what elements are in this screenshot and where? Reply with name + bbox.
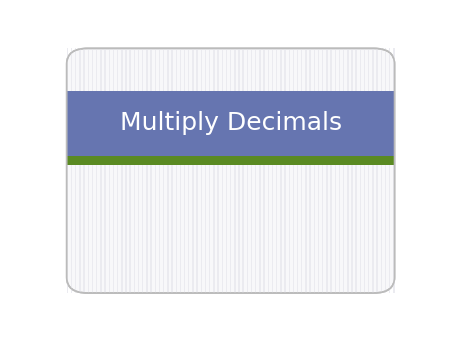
Bar: [243, 48, 244, 293]
Bar: [272, 48, 273, 293]
Bar: [67, 91, 395, 156]
Bar: [96, 48, 97, 293]
Bar: [188, 48, 189, 293]
Bar: [184, 48, 185, 293]
Bar: [268, 48, 269, 293]
Bar: [226, 48, 227, 293]
Bar: [192, 48, 194, 293]
Bar: [263, 48, 265, 293]
Bar: [83, 48, 85, 293]
Bar: [351, 48, 353, 293]
Bar: [176, 48, 177, 293]
Bar: [230, 48, 231, 293]
Bar: [389, 48, 390, 293]
Bar: [197, 48, 198, 293]
Bar: [292, 48, 294, 293]
Bar: [92, 48, 93, 293]
Bar: [75, 48, 76, 293]
Bar: [343, 48, 344, 293]
Bar: [368, 48, 369, 293]
Bar: [288, 48, 290, 293]
Bar: [163, 48, 164, 293]
Bar: [318, 48, 319, 293]
Bar: [79, 48, 81, 293]
Bar: [330, 48, 332, 293]
Bar: [276, 48, 277, 293]
Bar: [251, 48, 252, 293]
Bar: [356, 48, 357, 293]
Bar: [297, 48, 298, 293]
Bar: [310, 48, 311, 293]
Bar: [238, 48, 240, 293]
Bar: [205, 48, 206, 293]
Bar: [134, 48, 135, 293]
Bar: [305, 48, 306, 293]
Bar: [171, 48, 173, 293]
Bar: [121, 48, 122, 293]
Bar: [113, 48, 114, 293]
Bar: [180, 48, 181, 293]
Bar: [104, 48, 106, 293]
Bar: [259, 48, 261, 293]
Bar: [255, 48, 256, 293]
Bar: [67, 48, 68, 293]
Bar: [322, 48, 324, 293]
Bar: [108, 48, 110, 293]
Bar: [130, 48, 131, 293]
Bar: [301, 48, 302, 293]
Bar: [385, 48, 386, 293]
Bar: [209, 48, 211, 293]
Bar: [217, 48, 219, 293]
Bar: [221, 48, 223, 293]
Bar: [326, 48, 328, 293]
Bar: [372, 48, 374, 293]
Bar: [339, 48, 340, 293]
Bar: [201, 48, 202, 293]
Bar: [247, 48, 248, 293]
Bar: [88, 48, 89, 293]
Bar: [376, 48, 378, 293]
Bar: [167, 48, 169, 293]
Bar: [213, 48, 215, 293]
Bar: [364, 48, 365, 293]
Text: Multiply Decimals: Multiply Decimals: [120, 111, 342, 135]
Bar: [71, 48, 72, 293]
Bar: [146, 48, 148, 293]
Bar: [360, 48, 361, 293]
Bar: [155, 48, 156, 293]
Bar: [393, 48, 395, 293]
Bar: [67, 156, 395, 165]
Bar: [280, 48, 282, 293]
Bar: [150, 48, 152, 293]
Bar: [138, 48, 139, 293]
Bar: [100, 48, 102, 293]
Bar: [381, 48, 382, 293]
Bar: [125, 48, 127, 293]
Bar: [159, 48, 160, 293]
Bar: [142, 48, 144, 293]
Bar: [334, 48, 336, 293]
Bar: [234, 48, 235, 293]
Bar: [284, 48, 286, 293]
Bar: [314, 48, 315, 293]
Bar: [347, 48, 348, 293]
FancyBboxPatch shape: [67, 48, 395, 293]
Bar: [117, 48, 118, 293]
